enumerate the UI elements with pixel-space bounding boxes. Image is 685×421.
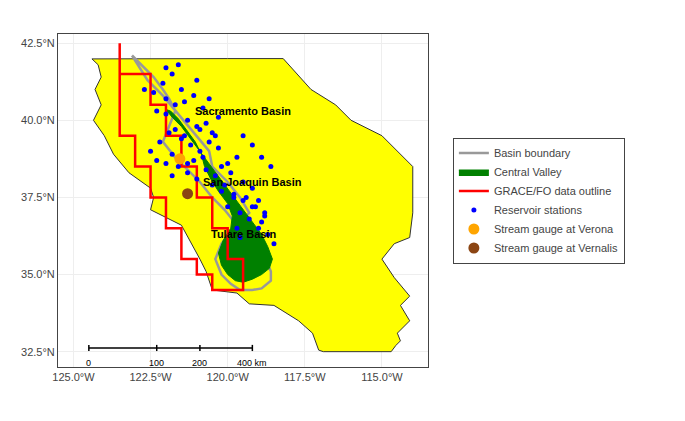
svg-text:Stream gauge at Verona: Stream gauge at Verona	[494, 223, 614, 235]
svg-text:35.0°N: 35.0°N	[21, 268, 55, 280]
svg-text:120.0°W: 120.0°W	[207, 371, 250, 383]
svg-text:125.0°W: 125.0°W	[52, 371, 95, 383]
svg-text:32.5°N: 32.5°N	[21, 346, 55, 358]
svg-text:400 km: 400 km	[237, 358, 267, 368]
svg-text:200: 200	[192, 358, 207, 368]
svg-text:Basin boundary: Basin boundary	[494, 147, 571, 159]
svg-text:San Joaquin Basin: San Joaquin Basin	[203, 176, 302, 188]
svg-text:Stream gauge at Vernalis: Stream gauge at Vernalis	[494, 242, 618, 254]
svg-text:Tulare Basin: Tulare Basin	[211, 228, 276, 240]
svg-text:100: 100	[149, 358, 164, 368]
svg-text:42.5°N: 42.5°N	[21, 37, 55, 49]
svg-text:0: 0	[86, 358, 91, 368]
svg-text:Sacramento Basin: Sacramento Basin	[195, 105, 291, 117]
svg-text:Central Valley: Central Valley	[494, 166, 562, 178]
svg-text:122.5°W: 122.5°W	[129, 371, 172, 383]
svg-text:Reservoir stations: Reservoir stations	[494, 204, 583, 216]
svg-text:37.5°N: 37.5°N	[21, 191, 55, 203]
svg-text:117.5°W: 117.5°W	[284, 371, 326, 383]
svg-text:40.0°N: 40.0°N	[21, 114, 55, 126]
svg-text:GRACE/FO data outline: GRACE/FO data outline	[494, 185, 611, 197]
svg-text:115.0°W: 115.0°W	[361, 371, 403, 383]
